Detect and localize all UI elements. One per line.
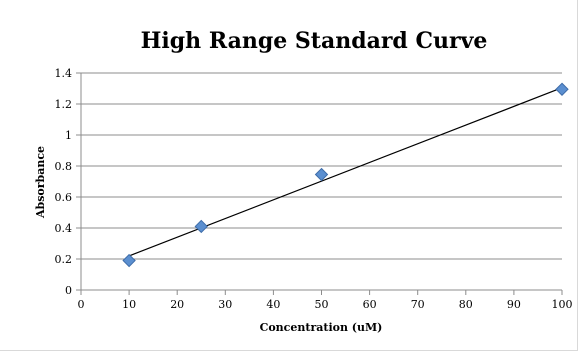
data-point — [194, 219, 208, 234]
y-tick-label: 0.2 — [55, 253, 73, 266]
y-tick-labels: 0 0.2 0.4 0.6 0.8 1 1.2 1.4 — [55, 67, 73, 297]
data-point — [314, 167, 329, 182]
y-tick-label: 0.8 — [55, 160, 73, 173]
x-tick-labels: 0 10 20 30 40 50 60 70 80 90 100 — [78, 298, 573, 311]
x-tick-label: 50 — [315, 298, 329, 311]
x-tick-label: 20 — [170, 298, 184, 311]
data-points — [122, 82, 569, 268]
trendline-group — [128, 87, 563, 257]
x-tick-label: 0 — [78, 298, 85, 311]
y-tick-label: 0 — [65, 284, 72, 297]
x-tick-label: 90 — [507, 298, 521, 311]
gridlines — [81, 72, 562, 260]
y-tick-label: 1 — [65, 129, 72, 142]
x-tick-label: 70 — [411, 298, 425, 311]
x-tick-label: 40 — [266, 298, 280, 311]
x-tick-label: 60 — [363, 298, 377, 311]
x-tick-label: 30 — [218, 298, 232, 311]
x-tick-label: 80 — [459, 298, 473, 311]
y-axis-label: Absorbance — [34, 146, 47, 219]
data-point — [555, 82, 569, 96]
x-tick-label: 100 — [552, 298, 573, 311]
y-tick-label: 1.2 — [55, 98, 73, 111]
trendline — [128, 87, 563, 257]
y-tick-label: 1.4 — [55, 67, 73, 80]
data-point — [122, 253, 136, 268]
chart-title: High Range Standard Curve — [141, 28, 488, 54]
x-tick-label: 10 — [122, 298, 136, 311]
x-axis-label: Concentration (uM) — [260, 321, 383, 334]
y-tick-label: 0.6 — [55, 191, 73, 204]
axes — [76, 72, 563, 295]
y-tick-label: 0.4 — [55, 222, 73, 235]
